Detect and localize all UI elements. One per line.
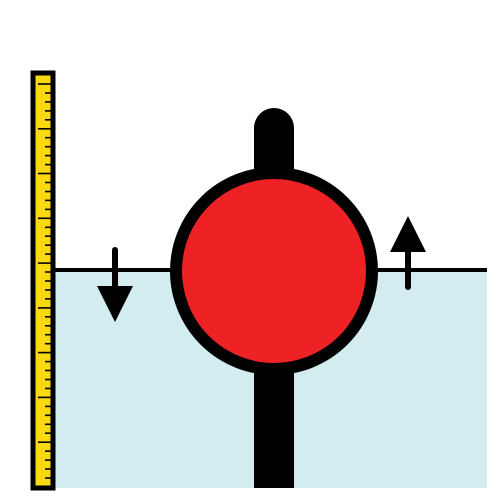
ruler-icon (30, 70, 56, 491)
down-arrow-icon (97, 247, 133, 322)
up-arrow-icon (390, 216, 426, 290)
float-ball-icon (170, 167, 378, 375)
up-arrow-head (390, 216, 426, 252)
ruler-ticks (38, 83, 53, 479)
down-arrow-head (97, 286, 133, 322)
